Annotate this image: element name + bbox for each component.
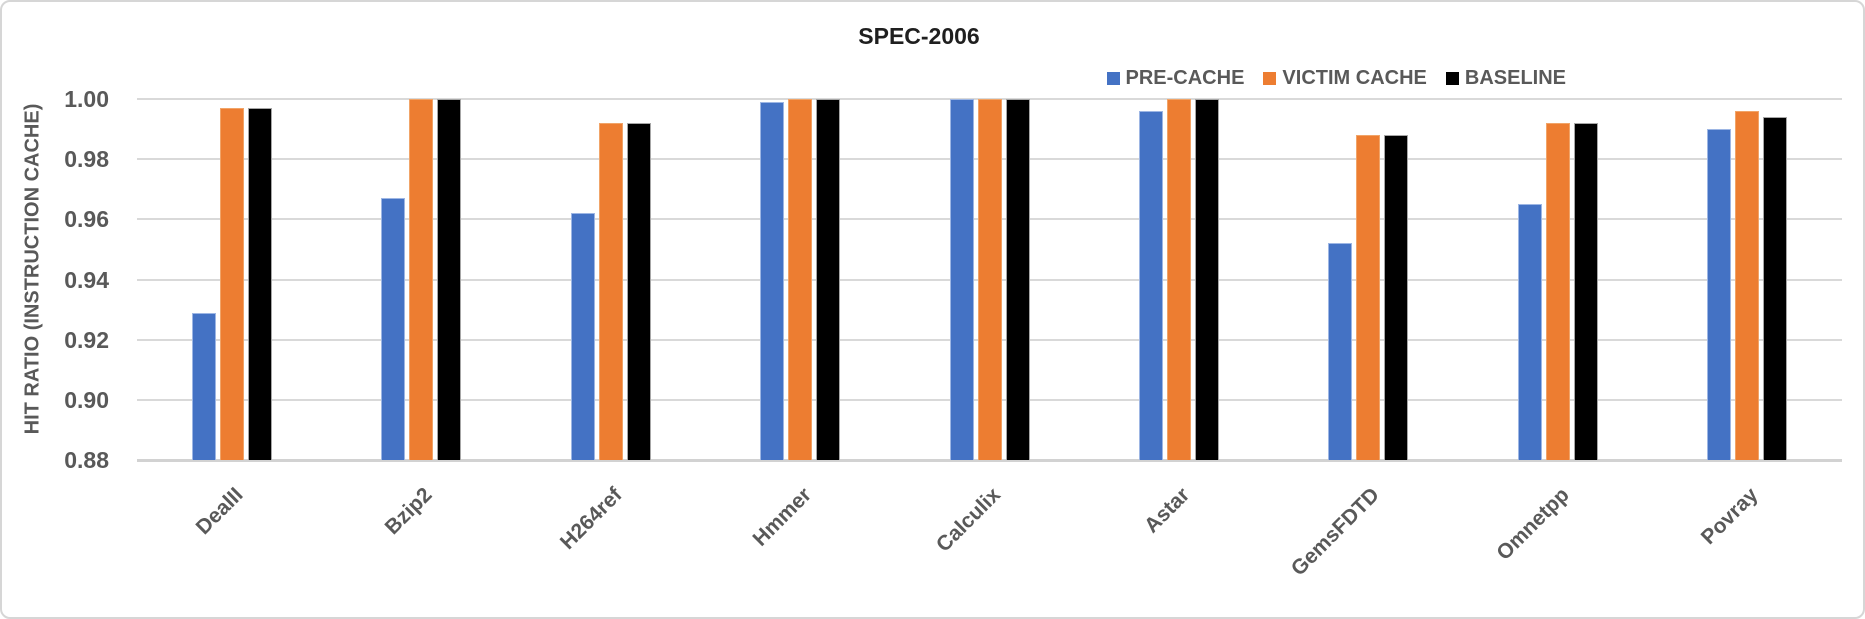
category-label: Astar xyxy=(1140,483,1195,538)
bar-victim-cache xyxy=(1356,135,1381,460)
bar-victim-cache xyxy=(409,99,434,460)
legend-label: VICTIM CACHE xyxy=(1282,66,1427,89)
bar-pre-cache xyxy=(1707,129,1732,460)
chart-title: SPEC-2006 xyxy=(858,23,980,49)
category-label: Hmmer xyxy=(748,483,816,551)
y-tick-label: 0.96 xyxy=(64,206,109,233)
bar-victim-cache xyxy=(219,108,244,460)
category-label: GemsFDTD xyxy=(1286,483,1384,581)
y-tick-label: 0.98 xyxy=(64,146,109,173)
bar-baseline xyxy=(1194,99,1219,460)
bar-baseline xyxy=(1005,99,1030,460)
category-label: Bzip2 xyxy=(380,483,437,540)
bar-baseline xyxy=(1384,135,1409,460)
bar-baseline xyxy=(1573,123,1598,460)
y-tick-label: 0.88 xyxy=(64,447,109,473)
bar-baseline xyxy=(247,108,272,460)
category-label: H264ref xyxy=(555,483,627,555)
bar-pre-cache xyxy=(1138,111,1163,460)
bar-victim-cache xyxy=(598,123,623,460)
bar-baseline xyxy=(626,123,651,460)
y-tick-label: 1.00 xyxy=(64,86,109,112)
chart-legend: PRE-CACHE VICTIM CACHE BASELINE xyxy=(1106,65,1566,91)
x-axis-line xyxy=(137,459,1842,462)
legend-item: PRE-CACHE xyxy=(1106,66,1245,90)
bar-baseline xyxy=(1763,117,1788,460)
bar-pre-cache xyxy=(1328,243,1353,460)
legend-item: VICTIM CACHE xyxy=(1263,66,1427,90)
bar-victim-cache xyxy=(1545,123,1570,460)
category-label: Calculix xyxy=(931,483,1006,557)
category-label: DealII xyxy=(191,483,248,540)
y-tick-label: 0.90 xyxy=(64,386,109,413)
category-label: Omnetpp xyxy=(1491,483,1574,565)
bar-baseline xyxy=(816,99,841,460)
legend-swatch xyxy=(1445,71,1459,85)
bar-baseline xyxy=(437,99,462,460)
legend-label: BASELINE xyxy=(1464,66,1566,89)
bar-victim-cache xyxy=(1735,111,1760,460)
bar-pre-cache xyxy=(570,213,595,460)
y-tick-label: 0.92 xyxy=(64,326,109,353)
bar-pre-cache xyxy=(949,99,974,460)
category-label: Povray xyxy=(1697,483,1763,550)
legend-item: BASELINE xyxy=(1445,66,1566,90)
legend-swatch xyxy=(1106,71,1120,85)
bar-victim-cache xyxy=(1166,99,1191,460)
bar-pre-cache xyxy=(760,102,785,460)
bar-victim-cache xyxy=(977,99,1002,460)
legend-label: PRE-CACHE xyxy=(1125,66,1245,89)
y-tick-label: 0.94 xyxy=(64,266,109,293)
bar-victim-cache xyxy=(788,99,813,460)
bar-pre-cache xyxy=(1517,204,1542,460)
legend-swatch xyxy=(1263,71,1277,85)
bar-pre-cache xyxy=(381,198,406,460)
bar-pre-cache xyxy=(191,312,216,460)
